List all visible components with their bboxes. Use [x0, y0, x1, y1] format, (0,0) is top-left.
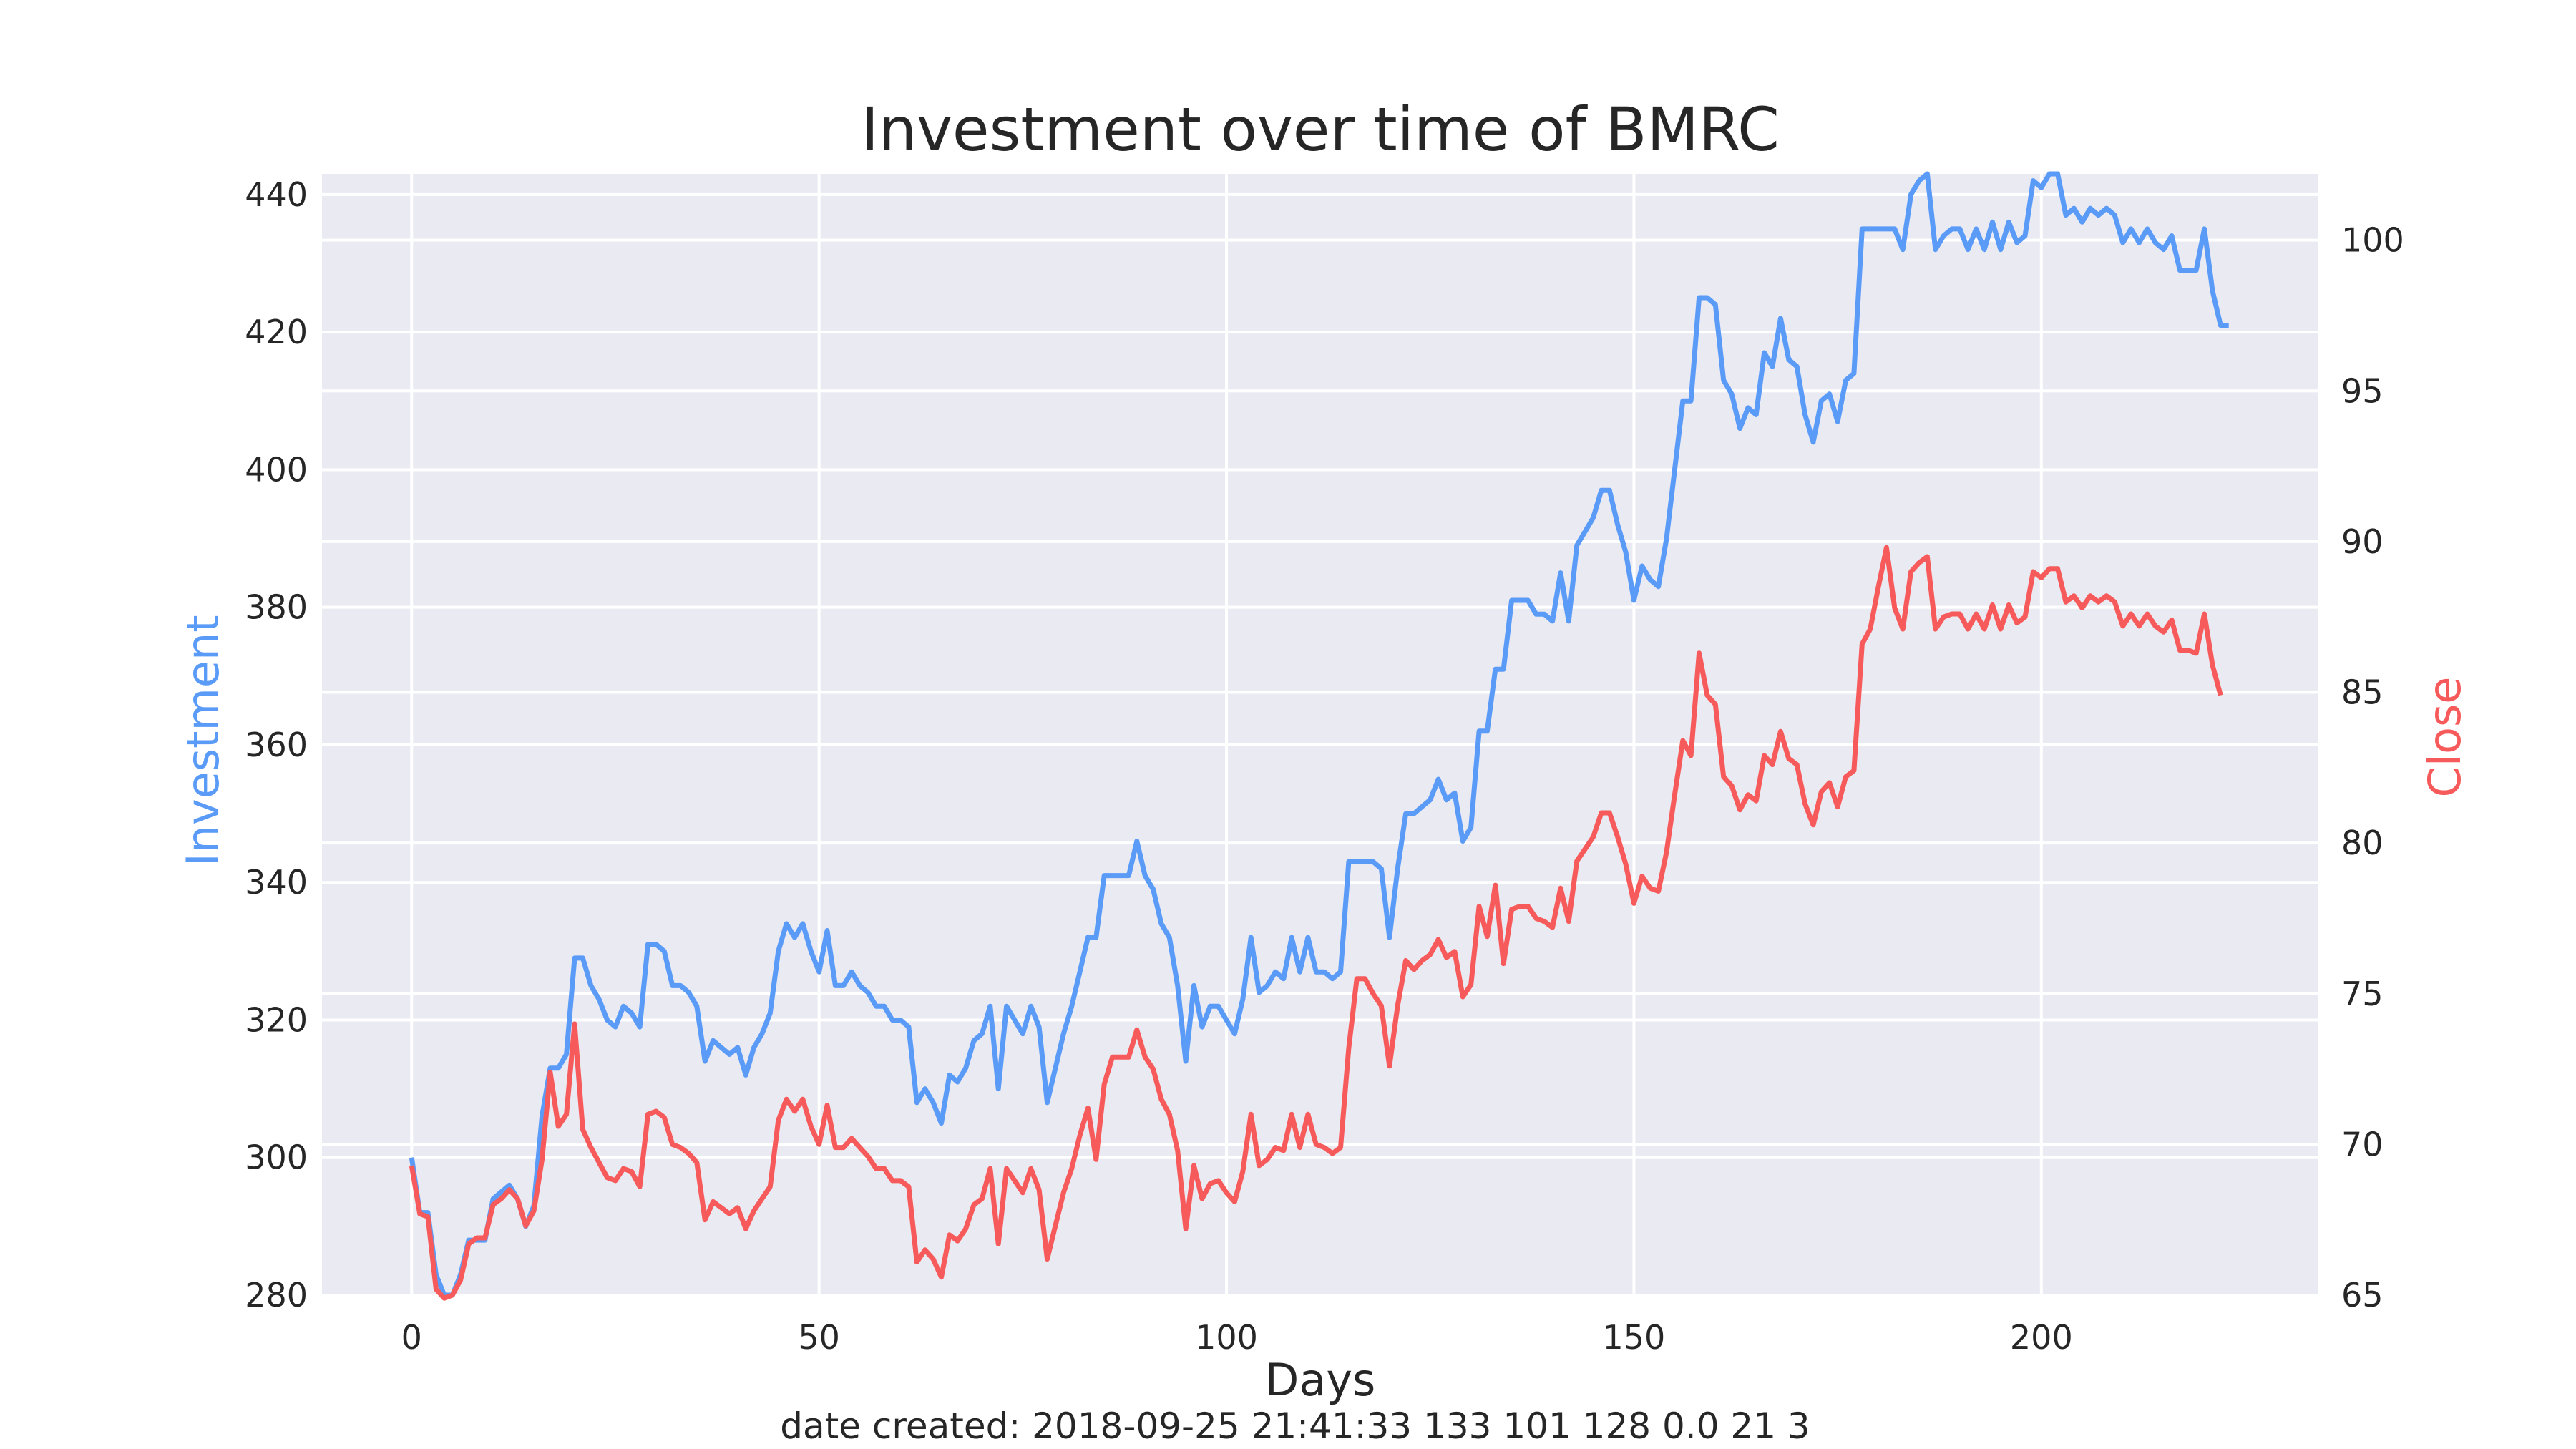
y-tick-label-left: 380 — [245, 588, 308, 627]
x-tick-label: 50 — [798, 1318, 840, 1357]
y-tick-label-right: 100 — [2341, 221, 2404, 260]
y-tick-label-right: 90 — [2341, 522, 2384, 561]
series-line-investment — [409, 171, 2229, 1298]
x-tick-label: 200 — [2010, 1318, 2073, 1357]
y-tick-label-left: 320 — [245, 1000, 308, 1039]
y-axis-label-right: Close — [2419, 677, 2471, 798]
y-tick-label-right: 75 — [2341, 975, 2384, 1013]
y-tick-label-right: 85 — [2341, 673, 2384, 712]
x-tick-label: 100 — [1195, 1318, 1258, 1357]
y-tick-label-right: 70 — [2341, 1125, 2384, 1163]
series-line-close — [409, 545, 2223, 1301]
tick-labels: 0 50 100 150 200 280 300 320 340 360 380 400 420 440 6… — [245, 175, 2404, 1357]
y-tick-label-right: 95 — [2341, 371, 2384, 410]
y-tick-label-left: 280 — [245, 1276, 308, 1314]
y-tick-label-left: 360 — [245, 726, 308, 764]
chart-title: Investment over time of BMRC — [861, 94, 1780, 165]
plot-background — [322, 174, 2318, 1295]
x-tick-label: 150 — [1603, 1318, 1666, 1357]
y-tick-label-right: 80 — [2341, 824, 2384, 862]
footer-date-created: date created: 2018-09-25 21:41:33 133 10… — [780, 1405, 1810, 1447]
y-tick-label-left: 300 — [245, 1138, 308, 1177]
y-tick-label-left: 340 — [245, 863, 308, 902]
y-axis-label-left: Investment — [177, 615, 229, 866]
x-axis-label: Days — [1265, 1354, 1376, 1406]
series-layer — [409, 171, 2229, 1301]
y-tick-label-left: 400 — [245, 450, 308, 489]
x-tick-label: 0 — [401, 1318, 422, 1357]
y-tick-label-left: 420 — [245, 313, 308, 351]
y-tick-label-left: 440 — [245, 175, 308, 214]
y-tick-label-right: 65 — [2341, 1276, 2384, 1314]
